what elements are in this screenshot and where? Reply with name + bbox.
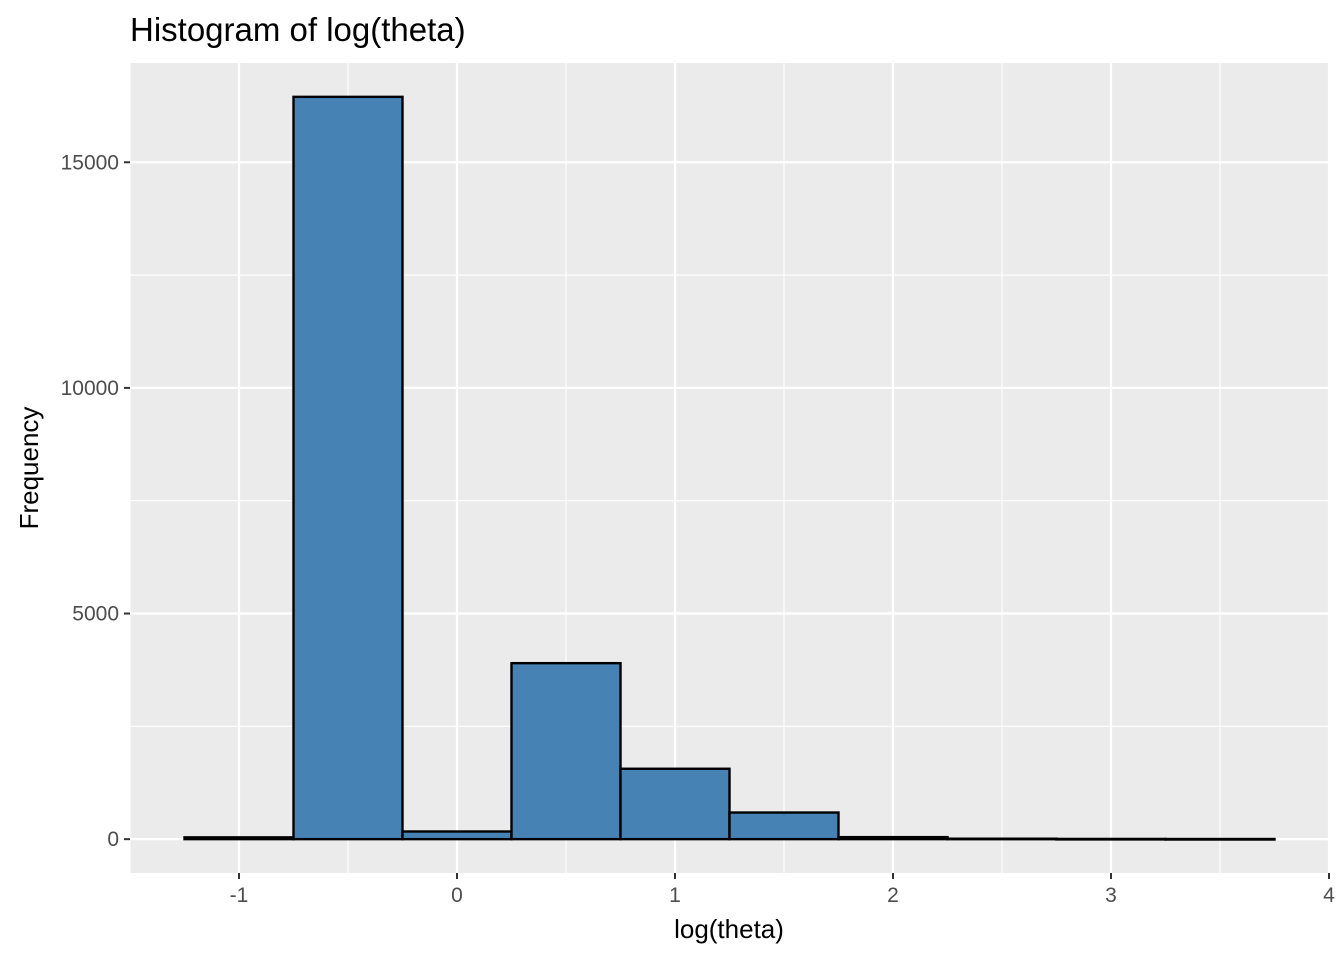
histogram-bar xyxy=(837,835,949,841)
x-tick-label: -1 xyxy=(230,884,249,907)
x-tick-label: 3 xyxy=(1105,884,1117,907)
histogram-bars xyxy=(183,95,1276,841)
y-tick-label: 10000 xyxy=(61,377,119,400)
histogram-bar xyxy=(728,811,840,841)
x-tick-label: 0 xyxy=(451,884,463,907)
histogram-bar xyxy=(292,95,404,841)
x-tick-label: 1 xyxy=(669,884,681,907)
y-axis-title: Frequency xyxy=(14,407,44,530)
y-tick-label: 5000 xyxy=(72,603,119,626)
axis-ticks: -1 0 1 2 3 4 0 5000 10000 15000 xyxy=(61,151,1336,907)
histogram-bar xyxy=(946,837,1058,841)
y-tick-label: 0 xyxy=(107,828,119,851)
histogram-bar xyxy=(183,836,295,841)
histogram-bar xyxy=(1164,837,1276,841)
x-tick-label: 4 xyxy=(1323,884,1335,907)
y-tick-label: 15000 xyxy=(61,151,119,174)
histogram-bar xyxy=(1055,837,1167,841)
chart-title: Histogram of log(theta) xyxy=(130,11,466,48)
histogram-bar xyxy=(619,767,731,841)
x-axis-title: log(theta) xyxy=(674,914,784,944)
histogram-bar xyxy=(401,830,513,841)
histogram-bar xyxy=(510,661,622,841)
x-tick-label: 2 xyxy=(887,884,899,907)
